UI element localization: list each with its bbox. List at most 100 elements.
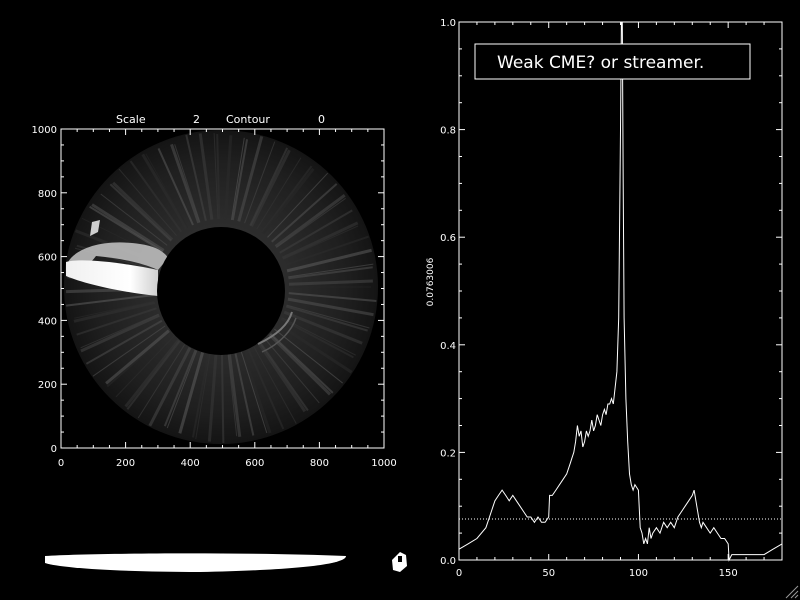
coronal-ray bbox=[124, 339, 180, 408]
y-tick-label: 200 bbox=[38, 380, 57, 391]
x-tick-label: 400 bbox=[181, 458, 200, 469]
coronal-ray bbox=[92, 325, 166, 377]
x-tick-label: 0 bbox=[456, 568, 462, 579]
coronal-ray bbox=[253, 346, 297, 424]
coronal-ray bbox=[163, 349, 197, 427]
occulter-disk bbox=[157, 227, 285, 355]
coronal-ray bbox=[195, 353, 211, 439]
bottom-white-strip bbox=[45, 553, 346, 572]
coronal-rays bbox=[65, 133, 377, 443]
coronal-ray bbox=[237, 136, 264, 222]
coronal-ray bbox=[227, 354, 238, 437]
coronal-ray bbox=[288, 266, 373, 280]
x-tick-label: 50 bbox=[542, 568, 555, 579]
coronal-ray bbox=[213, 133, 219, 220]
coronal-ray bbox=[285, 305, 368, 332]
coronal-ray bbox=[166, 350, 198, 429]
y-tick-label: 800 bbox=[38, 189, 57, 200]
coronal-ray bbox=[185, 134, 207, 221]
coronal-ray bbox=[274, 194, 346, 248]
y-tick-label: 0 bbox=[51, 444, 57, 455]
coronal-ray bbox=[249, 147, 289, 227]
coronal-ray bbox=[216, 134, 221, 220]
coronal-ray bbox=[112, 181, 174, 241]
coronal-ray bbox=[234, 353, 255, 436]
coronal-ray bbox=[288, 263, 374, 278]
coronal-ray bbox=[240, 351, 268, 434]
coronal-ray bbox=[157, 148, 194, 226]
arc-feature bbox=[257, 311, 293, 345]
coronal-ray bbox=[230, 137, 245, 220]
arc-feature-outer bbox=[261, 317, 297, 353]
coronal-ray bbox=[274, 328, 343, 384]
x-tick-label: 100 bbox=[629, 568, 648, 579]
coronal-ray bbox=[288, 292, 377, 302]
coronal-ray bbox=[227, 354, 242, 438]
coronal-ray bbox=[178, 352, 205, 434]
coronal-ray bbox=[73, 300, 156, 323]
coronal-ray bbox=[74, 300, 155, 319]
coronal-ray bbox=[279, 209, 353, 254]
cme-bright-streamer bbox=[66, 260, 158, 296]
resize-grip-icon[interactable] bbox=[785, 585, 799, 599]
coronal-ray bbox=[277, 322, 353, 374]
coronal-ray bbox=[260, 165, 313, 234]
coronal-ray bbox=[286, 248, 372, 273]
y-tick-label: 0.2 bbox=[440, 448, 456, 459]
coronal-ray bbox=[250, 149, 291, 227]
contour-value: 0 bbox=[318, 113, 325, 126]
coronal-ray bbox=[174, 144, 201, 223]
coronal-ray bbox=[283, 310, 363, 345]
coronal-ray bbox=[285, 235, 369, 266]
coronal-ray bbox=[241, 350, 272, 434]
coronal-ray bbox=[115, 335, 175, 398]
coronal-ray bbox=[118, 168, 177, 236]
coronal-ray bbox=[276, 197, 346, 248]
x-tick-label: 600 bbox=[245, 458, 264, 469]
coronal-ray bbox=[80, 313, 159, 349]
annotation-text: Weak CME? or streamer. bbox=[497, 53, 704, 73]
coronal-ray bbox=[145, 153, 189, 229]
coronal-ray bbox=[267, 172, 329, 238]
blob-hole bbox=[398, 556, 402, 562]
x-tick-label: 200 bbox=[116, 458, 135, 469]
coronal-ray bbox=[257, 342, 307, 413]
coronal-ray bbox=[259, 342, 309, 412]
coronal-ray bbox=[198, 133, 214, 220]
coronal-ray bbox=[148, 346, 192, 427]
coronal-ray bbox=[76, 307, 157, 336]
plot-axes: 0 50 100 150 0.0 0.2 0.4 0.6 0.8 1.0 bbox=[440, 18, 782, 579]
coronal-ray bbox=[85, 319, 163, 365]
coronal-ray bbox=[126, 340, 181, 410]
coronal-ray bbox=[100, 193, 168, 246]
coronal-ray bbox=[223, 135, 233, 220]
coronal-ray bbox=[141, 153, 188, 230]
x-tick-label: 0 bbox=[58, 458, 64, 469]
coronal-ray bbox=[256, 157, 302, 230]
y-tick-label: 0.6 bbox=[440, 233, 456, 244]
y-tick-label: 0.0 bbox=[440, 556, 456, 567]
coronal-ray bbox=[170, 143, 201, 224]
coronal-ray bbox=[137, 344, 186, 419]
y-axis-label: 0.0763006 bbox=[426, 257, 436, 306]
y-tick-label: 1000 bbox=[32, 125, 57, 136]
coronal-ray bbox=[80, 313, 160, 353]
x-tick-label: 800 bbox=[310, 458, 329, 469]
coronal-ray bbox=[264, 338, 320, 404]
scale-label: Scale bbox=[116, 113, 146, 126]
y-tick-label: 0.4 bbox=[440, 341, 456, 352]
y-tick-label: 1.0 bbox=[440, 18, 456, 29]
y-tick-label: 600 bbox=[38, 253, 57, 264]
coronal-ray bbox=[129, 160, 183, 233]
coronal-ray bbox=[207, 354, 218, 442]
coronal-ray bbox=[268, 333, 332, 396]
coronal-ray bbox=[221, 354, 225, 443]
coronal-ray bbox=[231, 139, 249, 221]
coronal-ray bbox=[109, 183, 172, 242]
coronal-ray bbox=[105, 329, 170, 385]
coronal-ray bbox=[287, 297, 374, 317]
contour-label: Contour bbox=[226, 113, 270, 126]
coronal-ray bbox=[247, 348, 285, 430]
coronal-ray bbox=[271, 183, 338, 243]
